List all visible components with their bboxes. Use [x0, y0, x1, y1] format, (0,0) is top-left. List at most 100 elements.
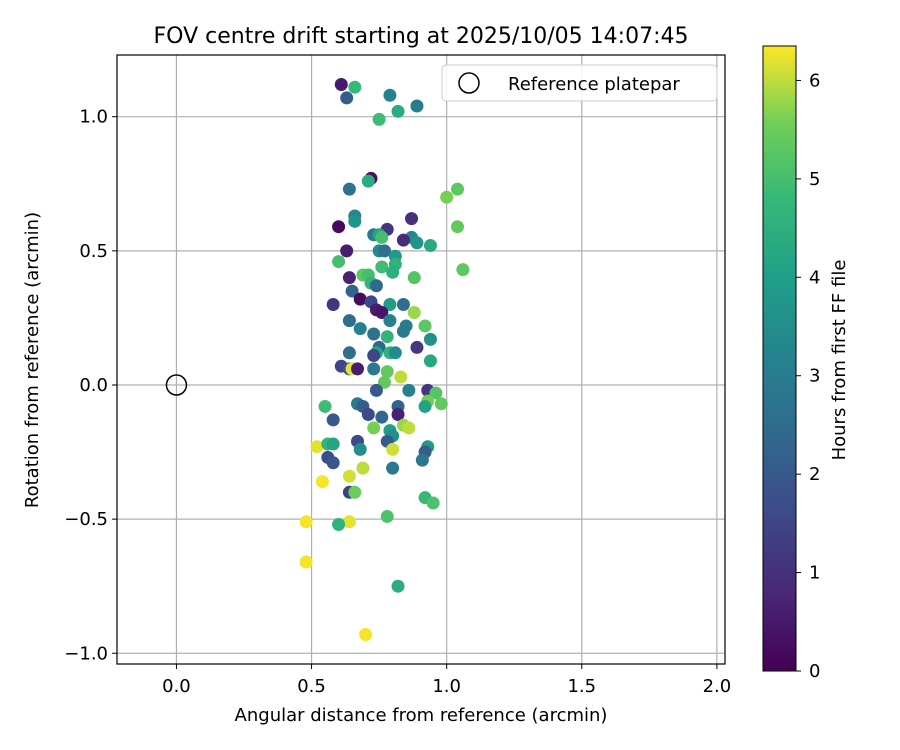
legend-box — [441, 64, 718, 102]
data-point — [367, 421, 381, 435]
y-tick-label: 1.0 — [79, 107, 108, 128]
data-point — [386, 461, 400, 475]
data-point — [407, 271, 421, 285]
data-point — [402, 421, 416, 435]
colorbar-tick-label: 0 — [809, 661, 820, 682]
colorbar-ticks: 0 1 2 3 4 5 6 — [796, 70, 820, 682]
data-point — [356, 461, 370, 475]
data-point — [342, 515, 356, 529]
data-point — [450, 220, 464, 234]
data-point — [332, 517, 346, 531]
colorbar-tick-label: 2 — [809, 464, 820, 485]
data-point — [394, 370, 408, 384]
data-point — [369, 383, 383, 397]
data-point — [315, 475, 329, 489]
data-point — [299, 515, 313, 529]
colorbar-tick-label: 5 — [809, 169, 820, 190]
data-point — [456, 263, 470, 277]
data-point — [429, 386, 443, 400]
data-point — [367, 362, 381, 376]
data-point — [299, 555, 313, 569]
data-point — [326, 456, 340, 470]
data-point — [391, 407, 405, 421]
data-point — [415, 453, 429, 467]
data-point — [359, 627, 373, 641]
data-point — [348, 485, 362, 499]
data-point — [332, 220, 346, 234]
data-point — [372, 112, 386, 126]
data-point — [391, 579, 405, 593]
data-point — [375, 306, 389, 320]
data-point — [380, 365, 394, 379]
x-tick-label: 0.0 — [162, 676, 191, 697]
data-point — [342, 271, 356, 285]
data-point — [340, 91, 354, 105]
data-point — [375, 230, 389, 244]
data-point — [405, 212, 419, 226]
colorbar-tick-label: 4 — [809, 267, 820, 288]
data-point — [342, 469, 356, 483]
data-point — [375, 260, 389, 274]
scatter-points — [299, 78, 470, 641]
data-point — [380, 330, 394, 344]
grid-vertical — [175, 55, 718, 664]
y-tick-label: 0.0 — [79, 375, 108, 396]
data-point — [440, 190, 454, 204]
y-axis-ticks: −1.0 −0.5 0.0 0.5 1.0 — [64, 107, 117, 664]
x-axis-ticks: 0.0 0.5 1.0 1.5 2.0 — [162, 664, 731, 697]
plot-frame — [116, 54, 726, 665]
x-tick-label: 2.0 — [703, 676, 732, 697]
data-point — [342, 314, 356, 328]
y-tick-label: −0.5 — [64, 509, 108, 530]
data-point — [410, 236, 424, 250]
data-point — [402, 383, 416, 397]
data-point — [348, 80, 362, 94]
data-point — [423, 354, 437, 368]
data-point — [423, 238, 437, 252]
data-point — [342, 182, 356, 196]
x-axis-label: Angular distance from reference (arcmin) — [235, 705, 608, 726]
data-point — [350, 362, 364, 376]
data-point — [396, 324, 410, 338]
data-point — [375, 410, 389, 424]
legend-label: Reference platepar — [508, 74, 680, 95]
data-point — [367, 327, 381, 341]
data-point — [318, 399, 332, 413]
data-point — [340, 244, 354, 258]
data-point — [310, 440, 324, 454]
data-point — [426, 496, 440, 510]
legend: Reference platepar — [441, 64, 718, 102]
data-point — [410, 340, 424, 354]
data-point — [423, 332, 437, 346]
data-point — [361, 407, 375, 421]
colorbar-gradient — [762, 45, 797, 672]
data-point — [396, 233, 410, 247]
colorbar-tick-label: 3 — [809, 366, 820, 387]
data-point — [353, 322, 367, 336]
data-point — [418, 399, 432, 413]
data-point — [334, 78, 348, 92]
data-point — [380, 509, 394, 523]
data-point — [396, 298, 410, 312]
data-point — [383, 314, 397, 328]
y-tick-label: 0.5 — [79, 241, 108, 262]
data-point — [418, 319, 432, 333]
data-point — [369, 279, 383, 293]
data-point — [326, 298, 340, 312]
data-point — [386, 265, 400, 279]
data-point — [378, 244, 392, 258]
data-point — [361, 174, 375, 188]
reference-point-marker — [165, 374, 188, 396]
colorbar-tick-label: 1 — [809, 563, 820, 584]
x-tick-label: 1.5 — [567, 676, 596, 697]
data-point — [342, 346, 356, 360]
y-tick-label: −1.0 — [64, 643, 108, 664]
y-axis-label: Rotation from reference (arcmin) — [22, 212, 43, 508]
data-point — [450, 182, 464, 196]
x-tick-label: 1.0 — [432, 676, 461, 697]
data-point — [332, 255, 346, 269]
data-point — [407, 306, 421, 320]
x-tick-label: 0.5 — [297, 676, 326, 697]
grid-horizontal — [117, 116, 725, 654]
